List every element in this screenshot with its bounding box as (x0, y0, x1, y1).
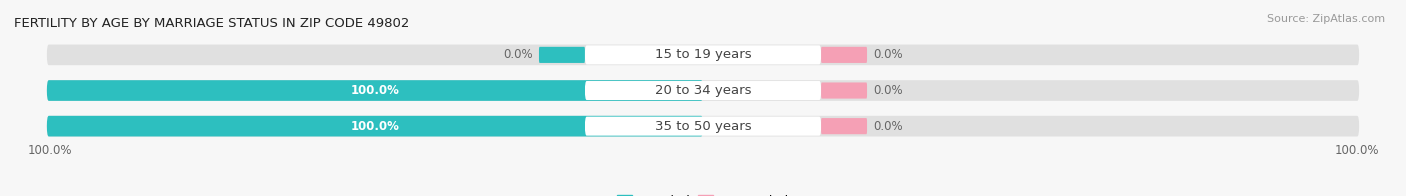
Text: 0.0%: 0.0% (503, 48, 533, 61)
FancyBboxPatch shape (585, 117, 821, 136)
Text: 35 to 50 years: 35 to 50 years (655, 120, 751, 133)
Text: 100.0%: 100.0% (350, 120, 399, 133)
FancyBboxPatch shape (821, 83, 868, 99)
Text: Source: ZipAtlas.com: Source: ZipAtlas.com (1267, 14, 1385, 24)
FancyBboxPatch shape (46, 44, 1360, 65)
FancyBboxPatch shape (585, 45, 821, 64)
Text: 0.0%: 0.0% (873, 48, 903, 61)
FancyBboxPatch shape (538, 47, 585, 63)
Text: 15 to 19 years: 15 to 19 years (655, 48, 751, 61)
FancyBboxPatch shape (821, 47, 868, 63)
Text: 20 to 34 years: 20 to 34 years (655, 84, 751, 97)
FancyBboxPatch shape (538, 118, 585, 134)
FancyBboxPatch shape (585, 81, 821, 100)
Text: 100.0%: 100.0% (350, 84, 399, 97)
FancyBboxPatch shape (46, 80, 703, 101)
FancyBboxPatch shape (46, 116, 1360, 136)
FancyBboxPatch shape (821, 118, 868, 134)
Text: FERTILITY BY AGE BY MARRIAGE STATUS IN ZIP CODE 49802: FERTILITY BY AGE BY MARRIAGE STATUS IN Z… (14, 17, 409, 30)
FancyBboxPatch shape (46, 80, 1360, 101)
Text: 0.0%: 0.0% (873, 120, 903, 133)
Legend: Married, Unmarried: Married, Unmarried (617, 195, 789, 196)
Text: 0.0%: 0.0% (873, 84, 903, 97)
FancyBboxPatch shape (538, 83, 585, 99)
Text: 100.0%: 100.0% (1334, 144, 1379, 157)
FancyBboxPatch shape (46, 116, 703, 136)
Text: 100.0%: 100.0% (27, 144, 72, 157)
